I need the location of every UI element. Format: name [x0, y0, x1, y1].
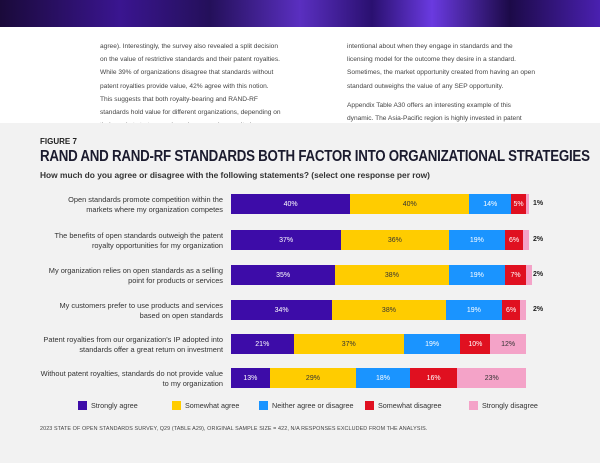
bar-segment: 38% — [332, 300, 446, 320]
bar-segment: 23% — [457, 368, 526, 388]
bar-segment: 12% — [490, 334, 526, 354]
bar-segment: 37% — [293, 334, 404, 354]
legend-swatch — [365, 401, 374, 410]
bar-segment: 35% — [231, 265, 336, 285]
bar-segment — [520, 300, 526, 320]
bar-segment: 14% — [469, 194, 512, 214]
legend-swatch — [469, 401, 478, 410]
legend-item: Strongly agree — [78, 401, 138, 410]
legend-item: Somewhat disagree — [365, 401, 442, 410]
legend-label: Strongly disagree — [482, 401, 538, 410]
legend-item: Somewhat agree — [172, 401, 239, 410]
data-label: 2% — [533, 306, 544, 313]
row-label: Open standards promote competition withi… — [68, 195, 223, 214]
bar-segment: 29% — [269, 368, 357, 388]
row-label: Without patent royalties, standards do n… — [40, 369, 223, 388]
legend-item: Neither agree or disagree — [259, 401, 354, 410]
row-label: Patent royalties from our organization's… — [43, 335, 223, 354]
legend-swatch — [78, 401, 87, 410]
bar-segment: 40% — [231, 194, 351, 214]
bar-segment: 36% — [341, 230, 449, 250]
bar-segment: 19% — [403, 334, 461, 354]
data-label: 2% — [533, 271, 544, 278]
bar-segment — [526, 194, 529, 214]
row-label: The benefits of open standards outweigh … — [54, 231, 223, 250]
bar-segment: 19% — [448, 265, 506, 285]
bar-segment: 19% — [445, 300, 503, 320]
paragraph: intentional about when they engage in st… — [347, 43, 536, 90]
bar-segment: 10% — [460, 334, 491, 354]
bar-segment: 37% — [231, 230, 342, 250]
row-label: My customers prefer to use products and … — [59, 301, 223, 320]
bar-segment: 16% — [409, 368, 458, 388]
chart-subtitle: How much do you agree or disagree with t… — [40, 170, 430, 180]
legend-item: Strongly disagree — [469, 401, 538, 410]
row-label: My organization relies on open standards… — [48, 266, 223, 285]
bar-segment: 13% — [231, 368, 270, 388]
bar-segment: 19% — [448, 230, 506, 250]
bar-segment: 38% — [335, 265, 449, 285]
legend-swatch — [172, 401, 181, 410]
bar-segment: 6% — [502, 300, 521, 320]
legend-label: Somewhat agree — [185, 401, 240, 410]
bar-segment: 40% — [350, 194, 470, 214]
legend-label: Neither agree or disagree — [272, 401, 354, 410]
bar-segment: 6% — [505, 230, 524, 250]
legend-label: Strongly agree — [91, 401, 138, 410]
legend-swatch — [259, 401, 268, 410]
data-label: 1% — [533, 200, 544, 207]
chart-title: RAND AND RAND-RF STANDARDS BOTH FACTOR I… — [40, 148, 590, 165]
bar-segment: 7% — [505, 265, 527, 285]
data-label: 2% — [533, 236, 544, 243]
figure-footnote: 2023 STATE OF OPEN STANDARDS SURVEY, Q29… — [40, 426, 428, 432]
header-banner — [0, 0, 600, 27]
figure-panel — [0, 123, 600, 463]
bar-segment: 18% — [356, 368, 410, 388]
bar-segment: 34% — [231, 300, 333, 320]
bar-segment — [526, 265, 532, 285]
legend-label: Somewhat disagree — [378, 401, 442, 410]
bar-segment: 5% — [511, 194, 526, 214]
figure-label: FIGURE 7 — [40, 137, 77, 146]
bar-segment — [523, 230, 529, 250]
bar-segment: 21% — [231, 334, 294, 354]
